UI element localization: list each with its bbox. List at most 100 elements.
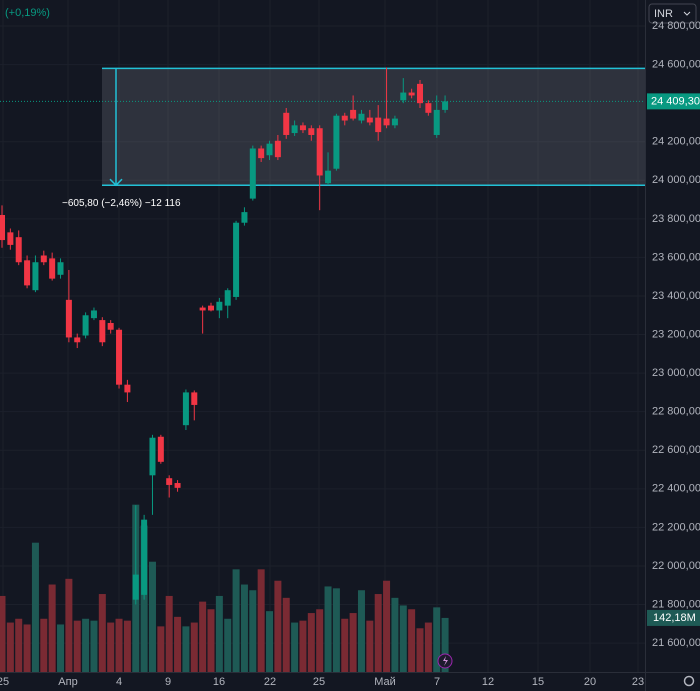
volume-bar bbox=[349, 613, 357, 672]
candle-body bbox=[224, 290, 231, 306]
volume-bar bbox=[408, 609, 416, 672]
candle-body bbox=[182, 392, 189, 426]
candle-body bbox=[341, 115, 348, 121]
volume-bar bbox=[40, 618, 48, 672]
candle-body bbox=[7, 232, 14, 245]
candle-body bbox=[82, 315, 89, 336]
volume-bar bbox=[433, 607, 441, 672]
candle-body bbox=[308, 128, 315, 135]
chevron bbox=[683, 11, 691, 16]
candle-body bbox=[132, 574, 139, 600]
candle-body bbox=[366, 117, 373, 123]
volume-bar bbox=[6, 622, 14, 672]
volume-bar bbox=[57, 624, 65, 672]
candle-body bbox=[291, 125, 298, 134]
candle-body bbox=[0, 215, 5, 241]
x-tick-label: Апр bbox=[58, 676, 77, 688]
volume-bar bbox=[23, 624, 31, 672]
volume-bar bbox=[182, 626, 190, 672]
plot bbox=[0, 67, 645, 672]
y-tick-label: 23 400,00 bbox=[652, 290, 700, 302]
y-tick-label: 22 800,00 bbox=[652, 406, 700, 418]
x-tick-label: Май bbox=[374, 676, 396, 688]
y-tick-label: 22 200,00 bbox=[652, 521, 700, 533]
candle-body bbox=[258, 148, 265, 159]
volume-bar bbox=[199, 601, 207, 672]
currency-label: INR bbox=[654, 8, 673, 20]
measure-box bbox=[102, 68, 645, 186]
volume-bar bbox=[366, 620, 374, 672]
volume-bar bbox=[73, 620, 81, 672]
volume-bar bbox=[341, 618, 349, 672]
candle-body bbox=[40, 255, 47, 263]
candle-body bbox=[49, 258, 56, 279]
volume-bar bbox=[424, 622, 432, 672]
candle-body bbox=[149, 437, 156, 476]
volume-bar bbox=[107, 622, 115, 672]
candle-body bbox=[249, 148, 256, 199]
candle-body bbox=[141, 519, 148, 595]
x-tick-label: 7 bbox=[434, 676, 440, 688]
candle-body bbox=[166, 478, 173, 485]
volume-bar bbox=[266, 611, 274, 672]
change-label: (+0,19%) bbox=[5, 7, 50, 19]
y-tick-label: 22 000,00 bbox=[652, 560, 700, 572]
candle-body bbox=[442, 101, 449, 110]
volume-bar bbox=[391, 597, 399, 672]
candle-body bbox=[157, 436, 164, 462]
candle-body bbox=[233, 222, 240, 297]
volume-bar bbox=[274, 580, 282, 672]
volume-bar bbox=[240, 584, 248, 672]
volume-bar bbox=[0, 595, 6, 672]
candle-body bbox=[266, 143, 273, 156]
candle-body bbox=[208, 305, 214, 311]
volume-bar bbox=[207, 609, 215, 672]
candle-body bbox=[408, 92, 415, 96]
volume-bar bbox=[282, 597, 290, 672]
y-tick-label: 24 600,00 bbox=[652, 59, 700, 71]
lightning-icon bbox=[443, 656, 448, 666]
volume-bar bbox=[441, 617, 449, 672]
settings-button[interactable] bbox=[683, 675, 695, 687]
x-tick-label: 25 bbox=[313, 676, 325, 688]
volume-bar bbox=[416, 628, 424, 672]
last-price-badge bbox=[647, 93, 700, 110]
x-tick-label: 25 bbox=[0, 676, 9, 688]
x-tick-label: 20 bbox=[584, 676, 596, 688]
y-tick-label: 22 400,00 bbox=[652, 483, 700, 495]
volume-bar bbox=[165, 595, 173, 672]
candle-body bbox=[57, 262, 64, 275]
measure-label: −605,80 (−2,46%) −12 116 bbox=[62, 198, 181, 209]
candle-body bbox=[299, 125, 306, 131]
candle-body bbox=[90, 310, 97, 319]
volume-bar bbox=[232, 569, 240, 672]
x-tick-label: 16 bbox=[213, 676, 225, 688]
candle-body bbox=[199, 307, 206, 311]
volume-bar bbox=[357, 590, 365, 672]
candle-body bbox=[417, 83, 423, 104]
candle-body bbox=[391, 118, 398, 126]
volume-bar bbox=[316, 609, 324, 672]
x-tick-label: 15 bbox=[532, 676, 544, 688]
candle-body bbox=[325, 170, 332, 184]
last-volume-badge bbox=[647, 609, 700, 626]
candle-body bbox=[174, 483, 181, 488]
volume-bar bbox=[157, 626, 165, 672]
candle-body bbox=[375, 117, 382, 133]
volume-bar bbox=[31, 542, 39, 672]
volume-bar bbox=[324, 586, 332, 672]
currency-button[interactable] bbox=[648, 3, 697, 24]
y-tick-label: 23 800,00 bbox=[652, 213, 700, 225]
candle-body bbox=[283, 112, 290, 135]
volume-bar bbox=[291, 622, 299, 672]
x-tick-label: 9 bbox=[165, 676, 171, 688]
y-tick-label: 23 200,00 bbox=[652, 328, 700, 340]
candle-body bbox=[32, 262, 39, 291]
y-tick-label: 21 800,00 bbox=[652, 598, 700, 610]
candle-body bbox=[124, 384, 131, 393]
candle-body bbox=[383, 118, 390, 126]
volume-bar bbox=[82, 618, 90, 672]
candle-body bbox=[99, 320, 106, 343]
volume-bar bbox=[299, 620, 307, 672]
volume-bar bbox=[65, 578, 73, 672]
